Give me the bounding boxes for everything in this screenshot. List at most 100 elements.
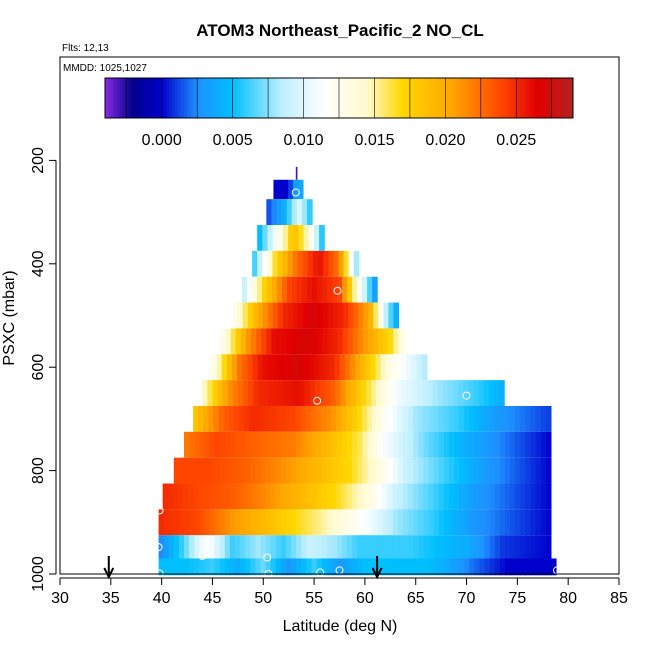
heatmap-cell — [278, 354, 284, 381]
heatmap-cell — [433, 457, 440, 484]
heatmap-cell — [208, 483, 215, 510]
heatmap-cell — [291, 535, 297, 559]
heatmap-cell — [515, 509, 521, 536]
heatmap-cell — [353, 302, 359, 329]
heatmap-cell — [310, 483, 317, 510]
heatmap-cell — [489, 457, 496, 484]
heatmap-cell — [423, 535, 430, 559]
colorbar-segment — [476, 78, 480, 118]
heatmap-cell — [459, 509, 465, 536]
x-tick-label: 55 — [305, 590, 323, 607]
heatmap-cell — [331, 483, 337, 510]
colorbar-segment — [549, 78, 554, 118]
heatmap-cell — [479, 558, 486, 576]
heatmap-cell — [398, 558, 404, 576]
heatmap-cell — [238, 380, 244, 406]
heatmap-cell — [366, 380, 372, 406]
heatmap-cell — [550, 558, 557, 576]
heatmap-cell — [309, 380, 316, 406]
heatmap-cell — [264, 405, 271, 432]
y-tick-label: 400 — [30, 250, 47, 277]
heatmap-cell — [229, 535, 236, 559]
heatmap-cell — [468, 380, 475, 406]
heatmap-cell — [173, 535, 180, 559]
heatmap-cell — [458, 405, 465, 432]
arrow-marker — [371, 556, 383, 580]
heatmap-cell — [396, 380, 403, 406]
heatmap-cell — [254, 405, 261, 432]
heatmap-cell — [275, 558, 282, 576]
heatmap-cell — [245, 431, 251, 458]
colorbar-segment — [151, 78, 156, 118]
x-tick-label: 50 — [254, 590, 272, 607]
heatmap-cell — [254, 483, 261, 510]
colorbar-segment — [265, 78, 270, 118]
y-axis-title: PSXC (mbar) — [1, 270, 18, 365]
heatmap-cell — [387, 457, 394, 484]
heatmap-cell — [189, 558, 195, 576]
colorbar-segment — [561, 78, 565, 118]
heatmap-cell — [316, 558, 323, 576]
heatmap-cell — [285, 558, 292, 576]
heatmap-cell — [158, 509, 165, 536]
colorbar-segment — [441, 78, 445, 118]
heatmap-cell — [269, 405, 276, 432]
heatmap-cell — [454, 558, 460, 576]
heatmap-cell — [525, 483, 532, 510]
heatmap-cell — [377, 509, 384, 536]
colorbar-segment — [222, 78, 226, 118]
heatmap-cell — [367, 509, 374, 536]
colorbar-segment — [529, 78, 533, 118]
heatmap-cell — [278, 179, 284, 200]
heatmap-cell — [403, 509, 409, 536]
heatmap-cell — [357, 328, 364, 355]
colorbar-segment — [517, 78, 521, 118]
heatmap-cell — [299, 380, 306, 406]
heatmap-cell — [321, 431, 328, 458]
heatmap-cell — [270, 509, 277, 536]
heatmap-cell — [367, 535, 374, 559]
heatmap-cell — [448, 457, 455, 484]
colorbar-segment — [379, 78, 384, 118]
heatmap-cell — [545, 509, 552, 536]
heatmap-cell — [378, 302, 384, 329]
heatmap-cell — [499, 457, 506, 484]
heatmap-cell — [347, 509, 353, 536]
heatmap-cell — [367, 276, 373, 303]
heatmap-cell — [392, 509, 399, 536]
heatmap-cell — [203, 405, 210, 432]
heatmap-cell — [286, 328, 293, 355]
heatmap-cell — [198, 483, 205, 510]
heatmap-cell — [459, 558, 465, 576]
heatmap-cell — [347, 558, 353, 576]
heatmap-cell — [225, 328, 232, 355]
heatmap-cell — [530, 431, 537, 458]
heatmap-cell — [267, 354, 274, 381]
heatmap-cell — [281, 199, 288, 226]
heatmap-cell — [469, 431, 476, 458]
heatmap-cell — [256, 328, 262, 355]
x-tick-label: 35 — [102, 590, 120, 607]
heatmap-cell — [417, 380, 423, 406]
heatmap-cell — [418, 483, 424, 510]
colorbar-segment — [552, 78, 556, 118]
heatmap-cell — [163, 535, 170, 559]
heatmap-cell — [388, 302, 395, 329]
heatmap-cell — [464, 535, 470, 559]
heatmap-cell — [245, 509, 251, 536]
heatmap-cell — [260, 457, 267, 484]
arrow-marker — [103, 556, 115, 580]
heatmap-cell — [428, 431, 435, 458]
heatmap-cell — [339, 354, 346, 381]
heatmap-cell — [302, 250, 309, 277]
colorbar-segment — [210, 78, 214, 118]
heatmap-cell — [340, 380, 347, 406]
heatmap-cell — [173, 509, 180, 536]
heatmap-cell — [432, 380, 439, 406]
heatmap-cell — [208, 405, 215, 432]
heatmap-cell — [304, 380, 311, 406]
heatmap-cell — [234, 483, 240, 510]
heatmap-cell — [494, 457, 501, 484]
heatmap-cell — [338, 250, 345, 277]
heatmap-cell — [535, 535, 542, 559]
